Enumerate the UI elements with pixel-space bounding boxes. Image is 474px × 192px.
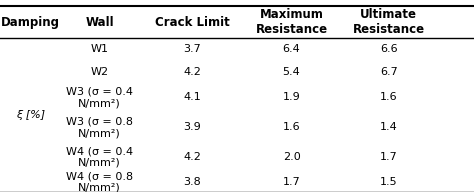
Text: ξ [%]: ξ [%] — [16, 110, 46, 120]
Text: 4.1: 4.1 — [183, 92, 201, 103]
Text: W3 (σ = 0.4
N/mm²): W3 (σ = 0.4 N/mm²) — [66, 87, 133, 108]
Text: Crack Limit: Crack Limit — [155, 16, 229, 29]
Text: W4 (σ = 0.8
N/mm²): W4 (σ = 0.8 N/mm²) — [66, 171, 133, 192]
Text: 4.2: 4.2 — [183, 66, 201, 77]
Text: 6.7: 6.7 — [380, 66, 398, 77]
Text: 3.7: 3.7 — [183, 44, 201, 55]
Text: Maximum
Resistance: Maximum Resistance — [255, 8, 328, 36]
Text: W2: W2 — [91, 66, 109, 77]
Text: 1.5: 1.5 — [380, 177, 398, 187]
Text: Wall: Wall — [85, 16, 114, 29]
Text: 1.7: 1.7 — [380, 152, 398, 162]
Text: Damping: Damping — [1, 16, 60, 29]
Text: 1.6: 1.6 — [283, 122, 301, 132]
Text: W4 (σ = 0.4
N/mm²): W4 (σ = 0.4 N/mm²) — [66, 146, 133, 168]
Text: 6.4: 6.4 — [283, 44, 301, 55]
Text: 1.7: 1.7 — [283, 177, 301, 187]
Text: W1: W1 — [91, 44, 109, 55]
Text: 3.8: 3.8 — [183, 177, 201, 187]
Text: 1.9: 1.9 — [283, 92, 301, 103]
Text: 1.6: 1.6 — [380, 92, 398, 103]
Text: Ultimate
Resistance: Ultimate Resistance — [353, 8, 425, 36]
Text: 6.6: 6.6 — [380, 44, 398, 55]
Text: W3 (σ = 0.8
N/mm²): W3 (σ = 0.8 N/mm²) — [66, 116, 133, 138]
Text: 1.4: 1.4 — [380, 122, 398, 132]
Text: 5.4: 5.4 — [283, 66, 301, 77]
Text: 3.9: 3.9 — [183, 122, 201, 132]
Text: 4.2: 4.2 — [183, 152, 201, 162]
Text: 2.0: 2.0 — [283, 152, 301, 162]
